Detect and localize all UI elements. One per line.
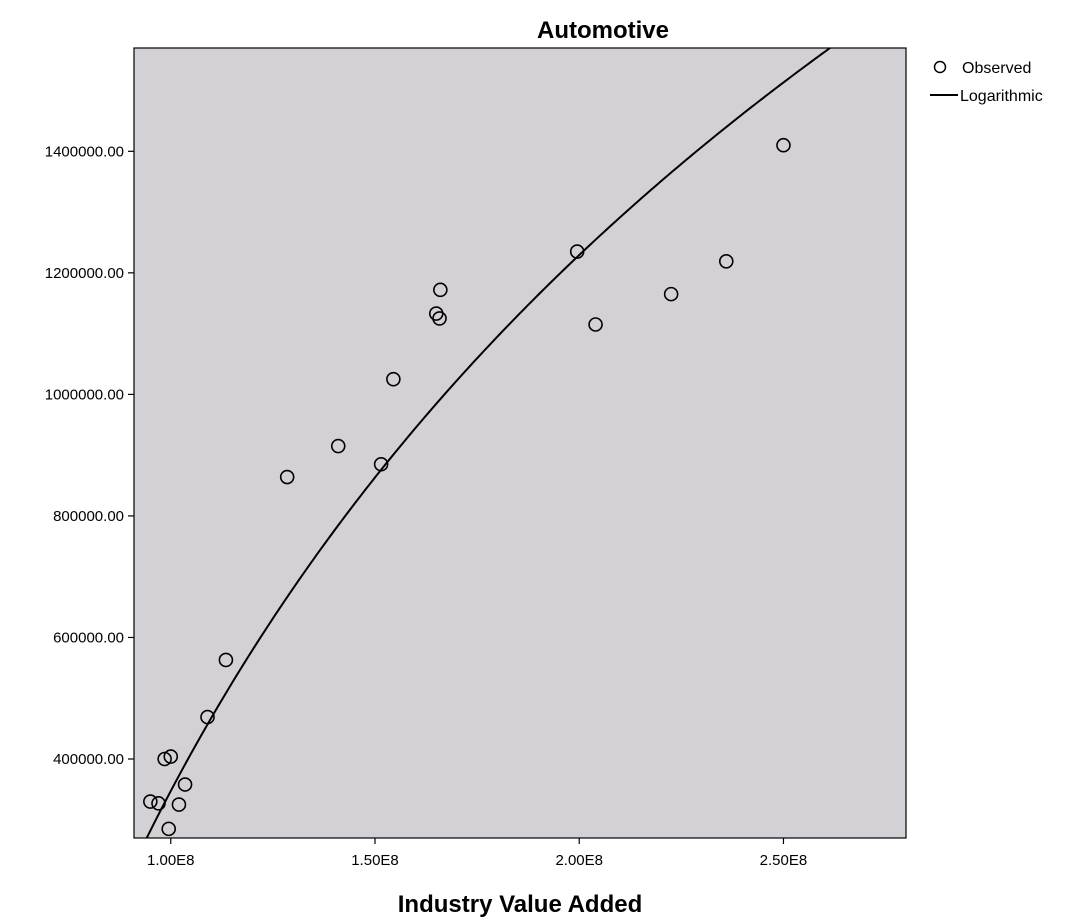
x-tick-label: 2.50E8 bbox=[760, 852, 808, 869]
observed-point bbox=[279, 469, 295, 485]
y-tick-label: 1400000.00 bbox=[45, 143, 124, 160]
x-tick-label: 2.00E8 bbox=[555, 852, 603, 869]
y-tick-label: 600000.00 bbox=[53, 629, 124, 646]
observed-point bbox=[157, 751, 172, 767]
observed-point bbox=[663, 286, 679, 302]
observed-point bbox=[330, 438, 346, 454]
observed-points bbox=[143, 137, 791, 837]
observed-point bbox=[161, 821, 177, 837]
y-tick-label: 1200000.00 bbox=[45, 265, 124, 282]
x-tick-label: 1.50E8 bbox=[351, 852, 399, 869]
observed-point bbox=[386, 371, 401, 387]
observed-point bbox=[569, 244, 585, 259]
observed-point bbox=[432, 311, 447, 326]
observed-point bbox=[151, 796, 166, 811]
legend-logarithmic-label: Logarithmic bbox=[960, 88, 1043, 105]
observed-point bbox=[718, 253, 734, 269]
observed-point bbox=[143, 794, 158, 809]
y-axis: 400000.00 600000.00 800000.00 1000000.00 120… bbox=[45, 143, 134, 768]
observed-point bbox=[177, 777, 193, 792]
y-tick-label: 1000000.00 bbox=[45, 386, 124, 403]
logarithmic-fit-line bbox=[145, 48, 832, 838]
y-tick-label: 400000.00 bbox=[53, 751, 124, 768]
observed-point bbox=[433, 282, 448, 298]
plot-area bbox=[133, 47, 907, 839]
observed-point bbox=[218, 652, 234, 668]
legend: Observed Logarithmic bbox=[930, 60, 1043, 105]
observed-point bbox=[373, 456, 389, 472]
chart-title: Automotive bbox=[537, 17, 669, 44]
y-tick-label: 800000.00 bbox=[53, 508, 124, 525]
x-axis-label: Industry Value Added bbox=[398, 891, 643, 918]
observed-point bbox=[776, 137, 791, 153]
legend-observed-label: Observed bbox=[962, 60, 1031, 77]
legend-observed-symbol bbox=[933, 60, 947, 74]
x-axis: 1.00E8 1.50E8 2.00E8 2.50E8 bbox=[147, 838, 807, 869]
x-tick-label: 1.00E8 bbox=[147, 852, 195, 869]
observed-point bbox=[163, 749, 179, 764]
observed-point bbox=[588, 317, 603, 332]
observed-point bbox=[200, 709, 215, 725]
observed-point bbox=[171, 797, 187, 812]
